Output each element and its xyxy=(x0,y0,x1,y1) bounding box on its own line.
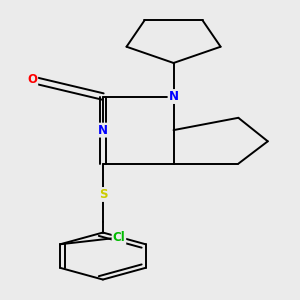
Text: N: N xyxy=(169,90,178,103)
Text: O: O xyxy=(27,73,37,86)
Text: S: S xyxy=(99,188,107,201)
Text: Cl: Cl xyxy=(112,231,125,244)
Text: N: N xyxy=(98,124,108,136)
